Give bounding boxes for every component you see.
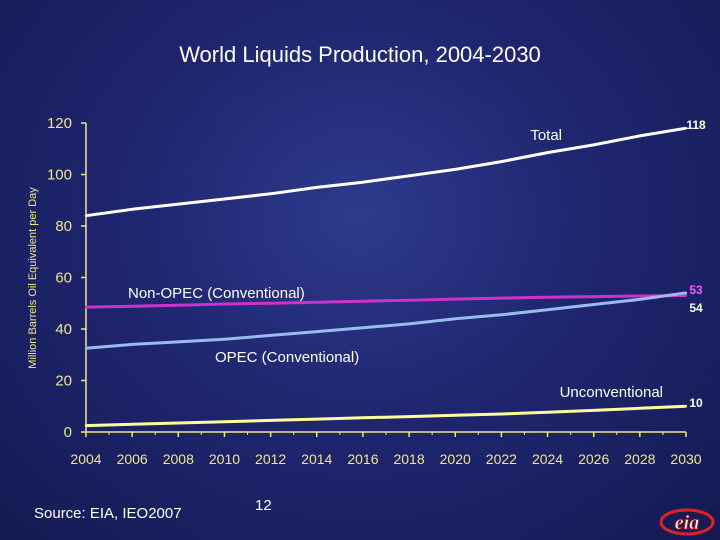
data-point-total bbox=[500, 160, 503, 163]
data-point-total bbox=[638, 134, 642, 138]
data-point-unconventional bbox=[84, 424, 88, 427]
y-tick-label: 80 bbox=[55, 218, 72, 235]
data-point-total bbox=[546, 151, 549, 154]
end-value-non-opec: 53 bbox=[689, 283, 703, 297]
x-tick-label: 2010 bbox=[209, 451, 240, 467]
page-number: 12 bbox=[255, 497, 272, 514]
series-line-opec bbox=[85, 291, 687, 350]
data-point-opec bbox=[177, 340, 180, 344]
data-point-non-opec bbox=[361, 299, 365, 303]
data-point-unconventional bbox=[361, 416, 365, 420]
data-point-opec bbox=[84, 347, 88, 350]
data-point-total bbox=[130, 208, 134, 211]
data-point-unconventional bbox=[500, 412, 503, 416]
data-point-opec bbox=[361, 326, 365, 329]
series-label-non-opec: Non-OPEC (Conventional) bbox=[128, 285, 305, 302]
x-tick-label: 2028 bbox=[624, 451, 655, 467]
data-point-opec bbox=[638, 298, 642, 301]
logo-text: eia bbox=[675, 512, 699, 534]
y-tick-label: 40 bbox=[55, 321, 72, 338]
x-tick-label: 2012 bbox=[255, 451, 286, 467]
data-point-unconventional bbox=[684, 405, 688, 408]
data-point-unconventional bbox=[592, 409, 595, 412]
data-point-opec bbox=[269, 334, 272, 337]
data-point-non-opec bbox=[454, 297, 457, 301]
x-tick-label: 2030 bbox=[670, 451, 701, 467]
data-point-total bbox=[361, 181, 365, 184]
data-point-non-opec bbox=[546, 296, 549, 299]
x-tick-label: 2020 bbox=[440, 451, 471, 467]
x-tick-label: 2016 bbox=[347, 451, 378, 467]
data-point-non-opec bbox=[315, 301, 318, 304]
data-point-unconventional bbox=[638, 407, 642, 410]
data-point-total bbox=[177, 202, 180, 206]
x-tick-label: 2024 bbox=[532, 451, 563, 467]
end-value-opec: 54 bbox=[689, 301, 703, 315]
data-point-unconventional bbox=[177, 421, 180, 425]
data-point-unconventional bbox=[315, 417, 318, 421]
data-point-unconventional bbox=[269, 419, 272, 422]
data-point-non-opec bbox=[223, 302, 226, 306]
end-value-total: 118 bbox=[686, 118, 706, 132]
series-label-total: Total bbox=[530, 127, 562, 144]
data-point-opec bbox=[223, 338, 226, 341]
data-point-total bbox=[223, 197, 226, 201]
data-point-non-opec bbox=[269, 302, 272, 305]
data-point-non-opec bbox=[500, 296, 503, 300]
data-point-non-opec bbox=[130, 305, 134, 308]
data-point-opec bbox=[546, 308, 549, 311]
data-point-total bbox=[407, 174, 411, 177]
data-point-unconventional bbox=[407, 415, 411, 418]
data-point-opec bbox=[130, 343, 134, 346]
data-point-unconventional bbox=[223, 420, 226, 423]
data-point-non-opec bbox=[592, 295, 595, 298]
series-line-unconventional bbox=[85, 404, 687, 428]
data-point-opec bbox=[454, 317, 457, 320]
data-point-total bbox=[269, 192, 272, 196]
data-point-total bbox=[315, 186, 318, 189]
data-point-non-opec bbox=[407, 298, 411, 302]
series-label-opec: OPEC (Conventional) bbox=[215, 349, 359, 366]
series-label-unconventional: Unconventional bbox=[560, 384, 663, 401]
y-tick-label: 0 bbox=[64, 424, 72, 441]
data-point-opec bbox=[500, 313, 503, 317]
data-point-opec bbox=[592, 303, 595, 306]
data-point-opec bbox=[684, 291, 688, 295]
x-tick-label: 2008 bbox=[163, 451, 194, 467]
x-tick-label: 2014 bbox=[301, 451, 332, 467]
x-tick-label: 2018 bbox=[393, 451, 424, 467]
data-point-total bbox=[684, 126, 688, 130]
data-point-opec bbox=[407, 322, 411, 326]
slide-title: World Liquids Production, 2004-2030 bbox=[179, 42, 541, 67]
y-tick-label: 20 bbox=[55, 373, 72, 390]
series-line-total bbox=[85, 126, 687, 218]
end-value-unconventional: 10 bbox=[689, 396, 703, 410]
data-point-unconventional bbox=[130, 423, 134, 426]
x-tick-label: 2004 bbox=[70, 451, 101, 467]
data-point-total bbox=[592, 143, 595, 147]
x-tick-label: 2026 bbox=[578, 451, 609, 467]
data-point-opec bbox=[315, 330, 318, 333]
y-tick-label: 100 bbox=[47, 167, 72, 184]
x-tick-label: 2006 bbox=[117, 451, 148, 467]
data-point-unconventional bbox=[546, 410, 549, 414]
data-point-total bbox=[454, 168, 457, 171]
x-tick-label: 2022 bbox=[486, 451, 517, 467]
data-point-non-opec bbox=[684, 294, 688, 297]
series-line-non-opec bbox=[85, 294, 687, 309]
data-point-non-opec bbox=[638, 294, 642, 298]
y-tick-label: 60 bbox=[55, 270, 72, 287]
eia-logo: eia bbox=[659, 508, 715, 536]
y-tick-label: 120 bbox=[47, 115, 72, 132]
y-axis-title: Million Barrels Oil Equivalent per Day bbox=[27, 187, 39, 369]
data-point-total bbox=[84, 214, 88, 217]
data-point-non-opec bbox=[84, 305, 88, 309]
data-point-unconventional bbox=[454, 414, 457, 417]
source-note: Source: EIA, IEO2007 bbox=[34, 505, 182, 522]
data-point-non-opec bbox=[177, 304, 180, 307]
